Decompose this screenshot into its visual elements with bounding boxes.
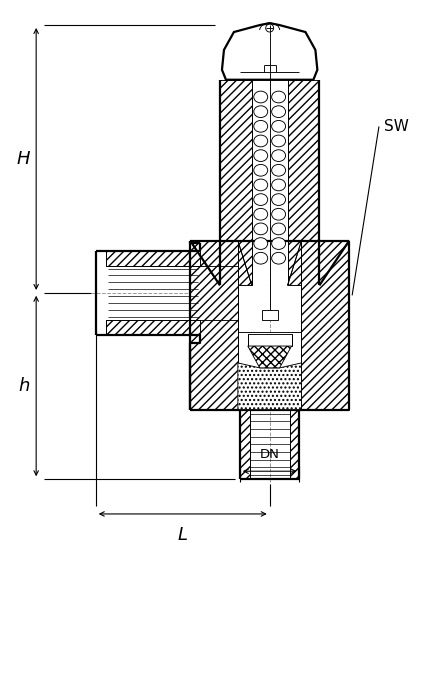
Polygon shape — [301, 241, 349, 410]
Ellipse shape — [272, 194, 286, 206]
Text: h: h — [19, 377, 30, 395]
Ellipse shape — [272, 238, 286, 249]
Text: DN: DN — [260, 448, 279, 461]
Polygon shape — [238, 363, 301, 410]
Polygon shape — [220, 80, 252, 286]
Ellipse shape — [254, 238, 268, 249]
Polygon shape — [96, 251, 200, 265]
Text: SW: SW — [384, 119, 409, 134]
Polygon shape — [288, 80, 319, 286]
Ellipse shape — [272, 150, 286, 162]
Polygon shape — [190, 241, 238, 265]
Polygon shape — [222, 23, 317, 80]
Polygon shape — [190, 241, 252, 286]
Polygon shape — [222, 32, 240, 80]
Ellipse shape — [254, 91, 268, 103]
Ellipse shape — [272, 209, 286, 220]
Polygon shape — [96, 320, 200, 335]
Text: L: L — [178, 526, 188, 544]
Ellipse shape — [254, 135, 268, 147]
Ellipse shape — [272, 120, 286, 132]
Ellipse shape — [254, 164, 268, 176]
Ellipse shape — [272, 135, 286, 147]
Ellipse shape — [254, 194, 268, 206]
Ellipse shape — [272, 223, 286, 235]
Ellipse shape — [254, 223, 268, 235]
Ellipse shape — [254, 106, 268, 118]
Ellipse shape — [272, 106, 286, 118]
Text: H: H — [17, 150, 30, 168]
Bar — [248, 334, 292, 346]
Polygon shape — [240, 410, 250, 480]
Polygon shape — [248, 346, 292, 368]
Bar — [262, 310, 278, 320]
Ellipse shape — [254, 253, 268, 264]
Ellipse shape — [254, 179, 268, 191]
Polygon shape — [290, 410, 300, 480]
Ellipse shape — [272, 179, 286, 191]
Ellipse shape — [272, 253, 286, 264]
Ellipse shape — [254, 120, 268, 132]
Polygon shape — [190, 241, 238, 410]
Polygon shape — [190, 320, 238, 410]
Ellipse shape — [254, 150, 268, 162]
Ellipse shape — [254, 209, 268, 220]
Polygon shape — [288, 241, 349, 286]
Ellipse shape — [272, 164, 286, 176]
Polygon shape — [300, 32, 317, 80]
Ellipse shape — [272, 91, 286, 103]
